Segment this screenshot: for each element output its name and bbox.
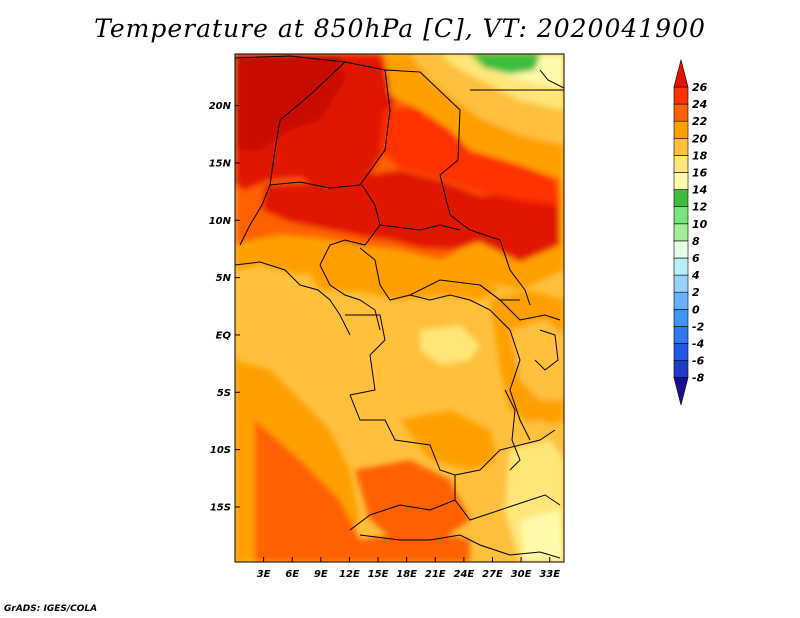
colorbar-high-triangle <box>673 59 689 88</box>
x-tick-label: 3E <box>257 569 271 580</box>
colorbar-bin <box>673 343 689 361</box>
colorbar-bin <box>673 223 689 242</box>
temperature-field <box>235 54 564 562</box>
colorbar-bin <box>673 86 689 105</box>
colorbar-label: 14 <box>692 184 707 197</box>
colorbar-bin <box>673 189 689 208</box>
colorbar-label: -8 <box>692 372 705 385</box>
x-tick-label: 24E <box>453 569 474 580</box>
y-tick-label: 20N <box>209 101 232 112</box>
y-tick-label: 5S <box>217 388 231 399</box>
colorbar-bin <box>673 274 689 293</box>
colorbar-label: 18 <box>692 149 708 162</box>
colorbar-label: 20 <box>692 132 708 145</box>
colorbar-label: 12 <box>692 201 708 214</box>
colorbar-bin <box>673 172 689 190</box>
map-frame <box>234 53 565 563</box>
colorbar-label: 16 <box>692 167 708 180</box>
y-tick-label: 15S <box>210 502 231 513</box>
x-tick-label: 30E <box>511 569 532 580</box>
x-tick-label: 15E <box>368 569 389 580</box>
colorbar-label: 2 <box>692 286 700 299</box>
colorbar-label: 0 <box>692 303 700 316</box>
x-tick-label: 18E <box>396 569 417 580</box>
colorbar-bin <box>673 240 689 259</box>
colorbar-label: 26 <box>692 81 708 94</box>
colorbar-bin <box>673 360 689 379</box>
colorbar-bin <box>673 120 689 139</box>
colorbar-bin <box>673 155 689 173</box>
x-tick-label: 21E <box>425 569 446 580</box>
colorbar-bin <box>673 308 689 327</box>
colorbar-bin <box>673 103 689 122</box>
y-tick-label: 10S <box>210 445 231 456</box>
colorbar-label: 22 <box>692 115 708 128</box>
x-tick-label: 9E <box>314 569 328 580</box>
colorbar-bin <box>673 257 689 276</box>
colorbar-label: -2 <box>692 320 705 333</box>
colorbar-label: 10 <box>692 218 708 231</box>
colorbar-label: 6 <box>692 252 700 265</box>
colorbar-label: 24 <box>692 98 707 111</box>
x-axis: 3E 6E 9E 12E 15E 18E 21E 24E 27E 30E 33E <box>257 557 560 580</box>
colorbar-bin <box>673 326 689 344</box>
colorbar-low-triangle <box>673 377 689 406</box>
colorbar-label: -6 <box>692 355 705 368</box>
colorbar-bin <box>673 291 689 310</box>
x-tick-label: 33E <box>539 569 560 580</box>
y-axis: 20N 15N 10N 5N EQ 5S 10S 15S <box>209 101 240 513</box>
chart-title: Temperature at 850hPa [C], VT: 202004190… <box>94 14 706 43</box>
colorbar-label: 8 <box>692 235 700 248</box>
colorbar-label: -4 <box>692 338 704 351</box>
x-tick-label: 12E <box>339 569 360 580</box>
y-tick-label: 10N <box>209 216 232 227</box>
colorbar-bin <box>673 206 689 225</box>
y-tick-label: 5N <box>216 273 232 284</box>
x-tick-label: 6E <box>285 569 299 580</box>
grads-credit: GrADS: IGES/COLA <box>4 604 98 614</box>
x-tick-label: 27E <box>482 569 503 580</box>
y-tick-label: 15N <box>209 158 232 169</box>
colorbar-label: 4 <box>691 269 700 282</box>
colorbar-bin <box>673 138 689 156</box>
y-tick-label: EQ <box>216 330 232 341</box>
